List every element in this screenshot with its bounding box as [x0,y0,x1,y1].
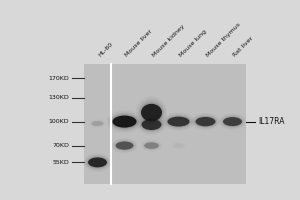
Text: Mouse liver: Mouse liver [124,29,154,58]
Ellipse shape [222,116,243,127]
Text: Rat liver: Rat liver [232,36,255,58]
Text: 100KD: 100KD [48,119,69,124]
Ellipse shape [167,117,190,127]
Ellipse shape [116,141,134,150]
Ellipse shape [196,117,215,126]
Ellipse shape [139,101,164,125]
Ellipse shape [86,156,109,169]
Ellipse shape [143,142,160,149]
Ellipse shape [165,115,192,128]
Ellipse shape [174,144,183,148]
Text: Mouse thymus: Mouse thymus [206,22,242,58]
Ellipse shape [142,119,161,130]
FancyBboxPatch shape [84,64,246,184]
Ellipse shape [87,157,108,168]
Ellipse shape [112,116,136,128]
Ellipse shape [194,116,217,127]
Text: Mouse kidney: Mouse kidney [152,24,186,58]
Ellipse shape [92,121,103,126]
Ellipse shape [140,102,163,123]
Ellipse shape [223,117,242,126]
Ellipse shape [115,141,134,150]
Ellipse shape [141,104,162,121]
Text: HL-60: HL-60 [98,42,114,58]
Text: 70KD: 70KD [52,143,69,148]
Text: IL17RA: IL17RA [258,117,284,126]
Ellipse shape [167,116,191,127]
Ellipse shape [110,113,139,130]
Text: 55KD: 55KD [52,160,69,165]
Ellipse shape [140,118,163,131]
Ellipse shape [111,114,138,129]
Text: Mouse lung: Mouse lung [178,29,208,58]
Text: 170KD: 170KD [48,76,69,81]
Ellipse shape [144,142,159,149]
Text: 130KD: 130KD [48,95,69,100]
Ellipse shape [88,157,107,167]
